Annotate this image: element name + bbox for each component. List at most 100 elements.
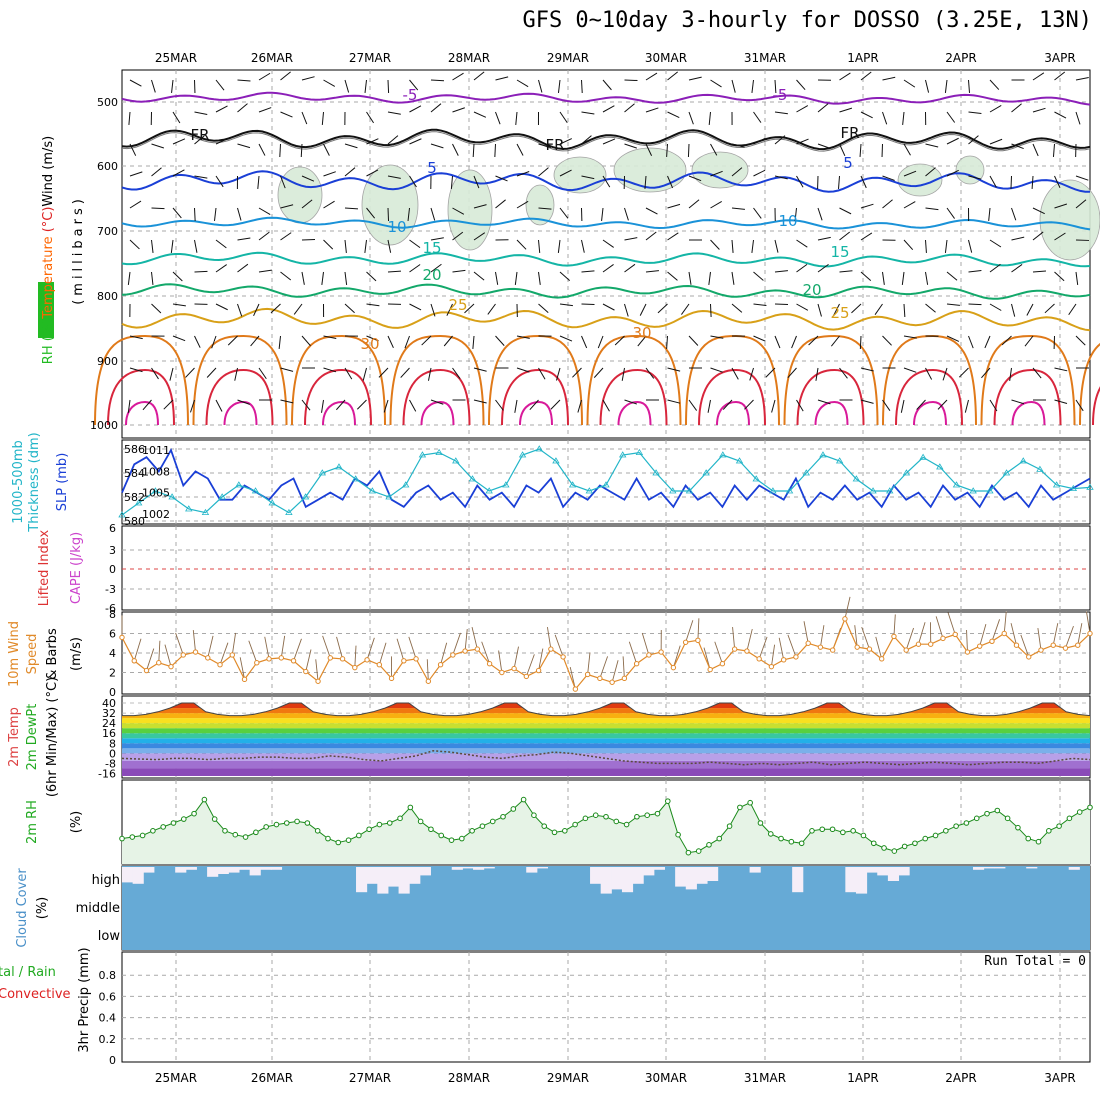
- wind-barb: [925, 207, 939, 211]
- wind-barb: [796, 105, 809, 113]
- wind-barb: [946, 207, 955, 219]
- wind-barb: [859, 143, 862, 158]
- wind-barb: [321, 399, 324, 413]
- wind-barb: [1009, 367, 1012, 381]
- rh2m-point: [459, 835, 465, 842]
- contour-40: [814, 400, 849, 426]
- wind-barb: [624, 79, 638, 82]
- wind10-point: [168, 663, 174, 670]
- contour-40: [519, 400, 553, 426]
- wind10-barb: [471, 626, 478, 650]
- wind-barb: [387, 79, 390, 94]
- cloud-high-bar: [419, 867, 431, 876]
- wind-barb: [753, 169, 766, 177]
- wind-barb: [151, 303, 162, 314]
- contour-30: [94, 334, 189, 426]
- wind10-point: [1026, 654, 1032, 660]
- rh2m-point: [860, 832, 867, 839]
- wind-barb: [237, 303, 243, 317]
- wind-barb: [731, 207, 745, 210]
- cloud-high-bar: [217, 867, 229, 874]
- rh2m-point: [562, 828, 568, 834]
- rh2m-point: [232, 831, 239, 838]
- wind-barb: [1075, 111, 1081, 125]
- wind-barb: [430, 143, 444, 149]
- wind10-point: [278, 655, 284, 661]
- x-tick-top-1: 26MAR: [251, 51, 293, 65]
- wind-barb: [817, 143, 831, 149]
- wind-barb: [688, 199, 700, 209]
- wind10-barb: [935, 616, 944, 639]
- wind-barb: [624, 263, 636, 273]
- cloud-high-bar: [1026, 867, 1038, 869]
- wind-barb: [366, 335, 379, 342]
- rh2m-point: [211, 816, 218, 822]
- wind10-barb: [1020, 634, 1030, 658]
- wind10-barb: [947, 612, 956, 635]
- wind-barb: [258, 269, 272, 273]
- x-tick-bottom-5: 30MAR: [645, 1071, 687, 1085]
- wind-barb: [1031, 175, 1034, 190]
- wind-barb: [1026, 303, 1034, 316]
- wind10-point: [1062, 645, 1069, 651]
- wind10-point: [989, 638, 995, 644]
- wind-barb: [280, 204, 294, 209]
- wind-barb: [624, 399, 638, 405]
- y-label-speed: Speed: [25, 634, 40, 675]
- wind10-barb: [1077, 623, 1083, 646]
- y-label-10m-wind: 10m Wind: [7, 621, 22, 687]
- wind10-point: [143, 667, 150, 674]
- wind10-barb: [966, 630, 968, 653]
- wind-barb: [452, 231, 464, 241]
- wind-barb: [387, 207, 390, 222]
- contour-label: 20: [802, 281, 821, 299]
- wind-barb: [258, 207, 271, 216]
- wind-barb: [215, 239, 227, 249]
- cloud-high-bar: [590, 867, 602, 884]
- rh-legend-swatch: [38, 282, 54, 338]
- y-tick-p0-3: 800: [97, 290, 118, 303]
- wind-barb: [796, 303, 809, 311]
- wind-barb: [1032, 270, 1047, 273]
- rh2m-point: [592, 812, 599, 819]
- rh2m-point: [603, 813, 609, 820]
- y-tick-slp-1: 1008: [142, 465, 170, 478]
- contour-label: 15: [830, 243, 849, 261]
- thickness-marker: [402, 481, 410, 488]
- wind10-point: [658, 649, 664, 655]
- wind-barb: [495, 271, 499, 285]
- wind-barb: [946, 303, 960, 306]
- rh2m-point: [541, 823, 548, 829]
- wind10-point: [119, 634, 125, 641]
- wind-barb: [624, 303, 629, 317]
- wind-barb: [452, 367, 461, 379]
- wind10-barb: [854, 625, 858, 648]
- rh2m-point: [222, 828, 228, 834]
- rh2m-point: [840, 829, 846, 836]
- wind-barb: [321, 111, 324, 125]
- wind10-barb: [175, 632, 184, 656]
- wind-barb: [882, 111, 888, 125]
- wind-barb: [667, 71, 678, 81]
- wind-barb: [1054, 71, 1066, 81]
- text-layer: 25MAR 25MAR 26MAR 26MAR 27MAR 27MAR 28MAR 28MAR…: [0, 51, 1086, 1085]
- wind10-point: [364, 657, 370, 663]
- cloud-high-bar: [611, 867, 623, 890]
- y-tick-cloud-2: low: [98, 929, 121, 944]
- wind10-point: [560, 654, 566, 660]
- rh2m-point: [283, 820, 290, 826]
- wind-barb: [495, 335, 505, 346]
- rh2m-point: [850, 828, 856, 834]
- cloud-high-bar: [792, 867, 804, 893]
- contour-35: [1092, 386, 1100, 426]
- wind-barb: [514, 399, 518, 413]
- wind-barb: [602, 264, 614, 273]
- cloud-high-bar: [685, 867, 697, 890]
- wind-barb: [860, 111, 873, 119]
- contour-30: [783, 334, 879, 426]
- wind10-point: [670, 664, 677, 671]
- wind-barb: [450, 175, 453, 189]
- wind-barb: [903, 170, 917, 177]
- x-tick-top-3: 28MAR: [448, 51, 490, 65]
- wind-barb: [472, 335, 475, 349]
